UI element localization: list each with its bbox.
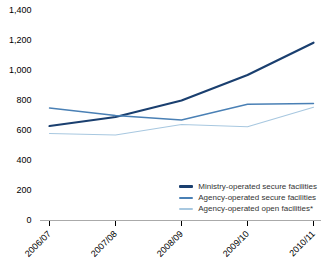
svg-text:1,400: 1,400 (9, 5, 32, 15)
svg-text:1,200: 1,200 (9, 35, 32, 45)
svg-text:2006/07: 2006/07 (23, 229, 53, 259)
svg-text:1,000: 1,000 (9, 65, 32, 75)
svg-text:2010/11: 2010/11 (287, 229, 317, 259)
svg-text:200: 200 (16, 185, 31, 195)
svg-text:2008/09: 2008/09 (155, 229, 185, 259)
html-text:Agency-operated secure facilit: Agency-operated secure facilities (198, 193, 317, 202)
html-text:Agency-operated open facilitie: Agency-operated open facilities* (198, 204, 313, 213)
html-text:Ministry-operated secure facil: Ministry-operated secure facilities (198, 182, 317, 191)
svg-text:800: 800 (16, 95, 31, 105)
svg-text:400: 400 (16, 155, 31, 165)
svg-text:600: 600 (16, 125, 31, 135)
svg-text:0: 0 (26, 215, 31, 225)
svg-text:2007/08: 2007/08 (89, 229, 119, 259)
svg-text:2009/10: 2009/10 (221, 229, 251, 259)
